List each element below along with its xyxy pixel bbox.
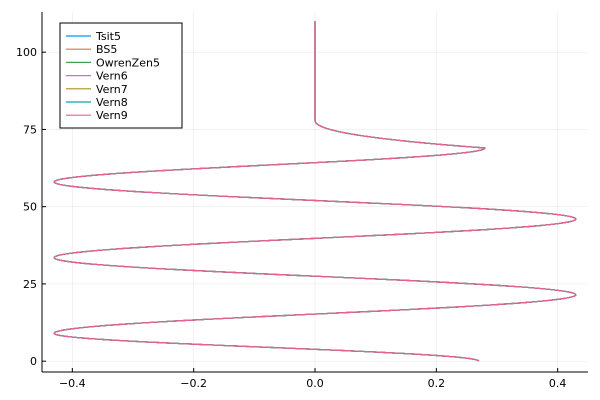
- x-tick-label: 0.2: [428, 377, 446, 390]
- y-tick-label: 25: [23, 278, 37, 291]
- y-tick-label: 0: [30, 355, 37, 368]
- y-tick-label: 100: [16, 46, 37, 59]
- legend-label: OwrenZen5: [96, 56, 160, 69]
- x-tick-label: 0.0: [306, 377, 324, 390]
- x-tick-label: −0.2: [180, 377, 207, 390]
- series-layer: [53, 21, 577, 362]
- x-tick-label: −0.4: [59, 377, 86, 390]
- legend-label: Vern6: [96, 70, 128, 83]
- legend-label: Tsit5: [95, 30, 121, 43]
- x-tick-label: 0.4: [549, 377, 567, 390]
- tick-layer: −0.4 −0.2 0.0 0.2 0.4 0 25 50 75 100: [16, 46, 566, 390]
- series-line-vern9: [53, 21, 577, 362]
- y-tick-label: 50: [23, 201, 37, 214]
- legend-label: Vern8: [96, 96, 128, 109]
- legend-label: BS5: [96, 43, 117, 56]
- legend-label: Vern9: [96, 109, 128, 122]
- legend-label: Vern7: [96, 83, 128, 96]
- y-tick-label: 75: [23, 123, 37, 136]
